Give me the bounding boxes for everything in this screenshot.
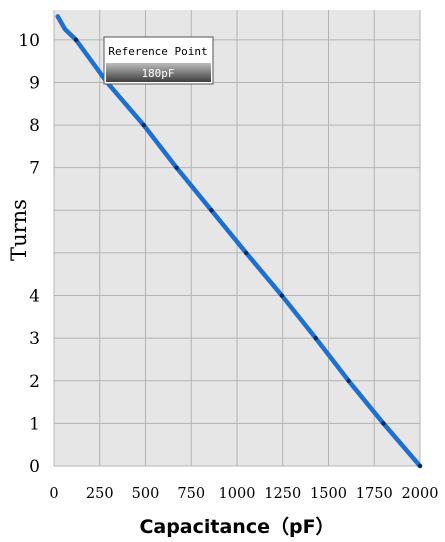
data-point (209, 208, 214, 213)
data-point (174, 165, 179, 170)
y-tick-label: 10 (18, 31, 40, 51)
x-tick-label: 750 (177, 486, 205, 502)
x-tick-labels: 0 250 500 750 1000 1250 1500 1750 2000 (49, 486, 438, 502)
y-tick-label: 8 (29, 116, 40, 136)
x-tick-label: 0 (49, 486, 58, 502)
data-point (141, 122, 146, 128)
data-point (417, 463, 423, 469)
x-tick-label: 250 (86, 486, 114, 502)
y-tick-label: 9 (29, 73, 40, 93)
x-tick-label: 1750 (356, 486, 393, 502)
y-tick-label: 0 (29, 457, 40, 477)
x-axis-label: Capacitance（pF） (139, 515, 334, 538)
data-point (313, 335, 318, 341)
y-axis-label: Turns (7, 199, 31, 261)
y-tick-label: 1 (29, 414, 40, 434)
y-tick-label: 4 (29, 287, 40, 307)
annotation-value: 180pF (141, 67, 174, 80)
y-tick-label: 2 (29, 372, 40, 392)
y-tick-label: 3 (29, 329, 40, 349)
x-tick-label: 500 (132, 486, 160, 502)
data-point (279, 293, 285, 298)
data-point (73, 37, 79, 43)
x-tick-label: 1250 (264, 486, 301, 502)
reference-point-annotation: Reference Point 180pF (103, 36, 214, 85)
x-tick-label: 2000 (402, 486, 439, 502)
data-point (243, 250, 249, 256)
gridlines (53, 10, 421, 467)
y-tick-label: 7 (29, 159, 40, 179)
x-tick-label: 1000 (219, 486, 256, 502)
data-point (381, 421, 386, 426)
annotation-label: Reference Point (108, 45, 207, 58)
x-tick-label: 1500 (310, 486, 347, 502)
y-tick-labels: 0 1 2 3 4 7 8 9 10 (18, 31, 40, 477)
data-point (346, 378, 351, 383)
annotation-value-band (106, 63, 211, 82)
